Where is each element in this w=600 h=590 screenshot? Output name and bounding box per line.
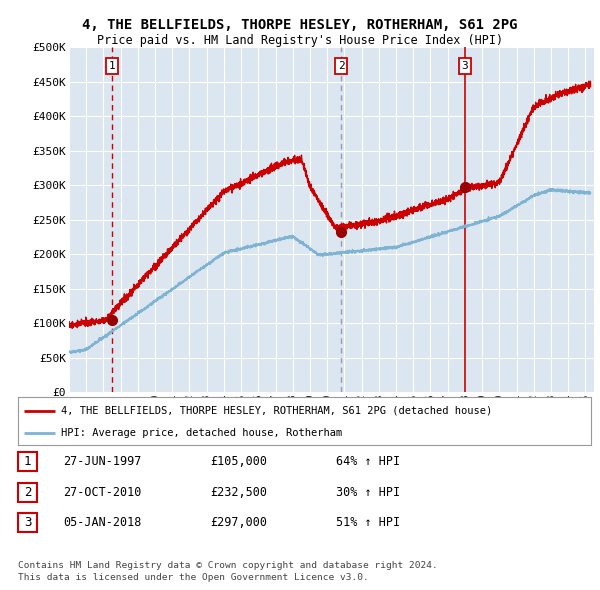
Text: £232,500: £232,500 — [210, 486, 267, 499]
Text: 27-OCT-2010: 27-OCT-2010 — [63, 486, 142, 499]
Text: HPI: Average price, detached house, Rotherham: HPI: Average price, detached house, Roth… — [61, 428, 342, 438]
Text: 2: 2 — [338, 61, 344, 71]
Text: 64% ↑ HPI: 64% ↑ HPI — [336, 455, 400, 468]
Text: £105,000: £105,000 — [210, 455, 267, 468]
Text: Contains HM Land Registry data © Crown copyright and database right 2024.: Contains HM Land Registry data © Crown c… — [18, 560, 438, 570]
Text: 2: 2 — [24, 486, 31, 499]
Text: 3: 3 — [461, 61, 469, 71]
Text: 27-JUN-1997: 27-JUN-1997 — [63, 455, 142, 468]
Text: 05-JAN-2018: 05-JAN-2018 — [63, 516, 142, 529]
Text: 30% ↑ HPI: 30% ↑ HPI — [336, 486, 400, 499]
Text: 4, THE BELLFIELDS, THORPE HESLEY, ROTHERHAM, S61 2PG (detached house): 4, THE BELLFIELDS, THORPE HESLEY, ROTHER… — [61, 405, 492, 415]
Text: £297,000: £297,000 — [210, 516, 267, 529]
Text: 3: 3 — [24, 516, 31, 529]
Text: Price paid vs. HM Land Registry's House Price Index (HPI): Price paid vs. HM Land Registry's House … — [97, 34, 503, 47]
Text: 4, THE BELLFIELDS, THORPE HESLEY, ROTHERHAM, S61 2PG: 4, THE BELLFIELDS, THORPE HESLEY, ROTHER… — [82, 18, 518, 32]
Text: 1: 1 — [109, 61, 115, 71]
Text: 1: 1 — [24, 455, 31, 468]
Text: 51% ↑ HPI: 51% ↑ HPI — [336, 516, 400, 529]
Text: This data is licensed under the Open Government Licence v3.0.: This data is licensed under the Open Gov… — [18, 572, 369, 582]
